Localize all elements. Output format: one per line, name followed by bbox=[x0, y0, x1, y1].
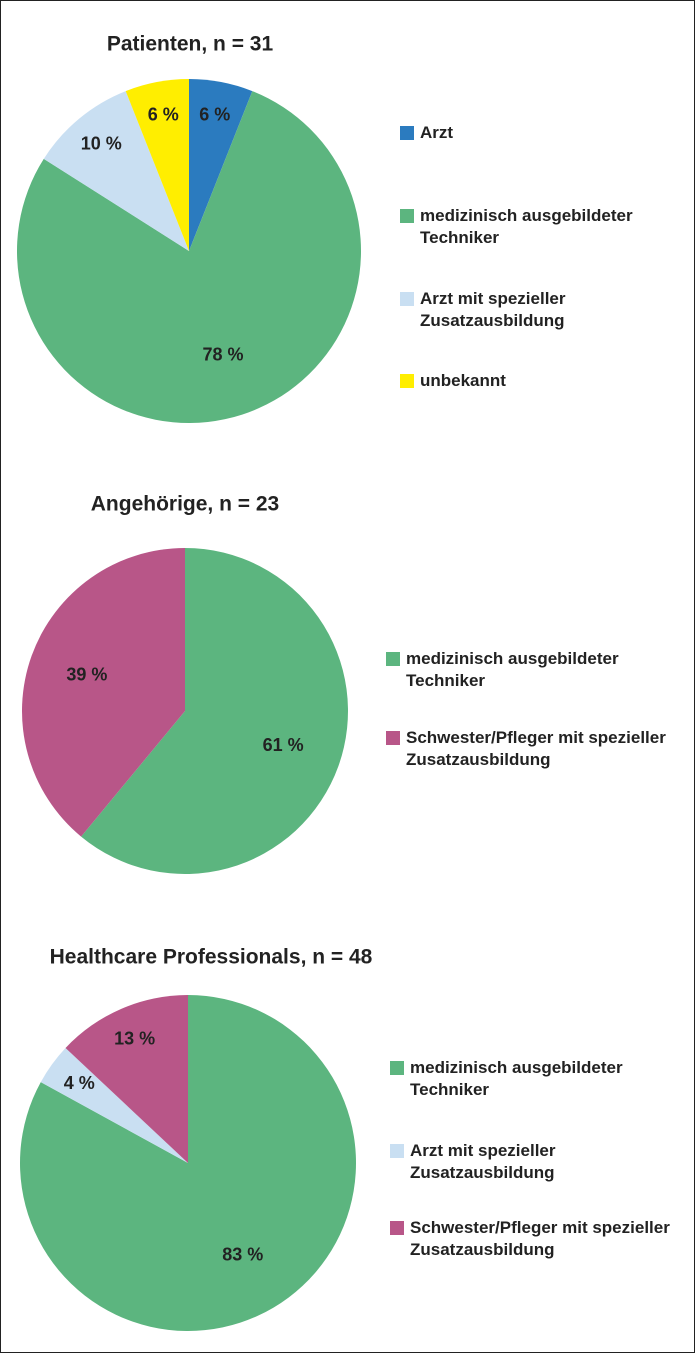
pie-slice bbox=[81, 548, 349, 874]
legend-label: medizinisch ausgebildeter Techniker bbox=[420, 206, 633, 247]
chart-title: Angehörige, n = 23 bbox=[91, 493, 279, 516]
pie-slice bbox=[20, 995, 357, 1331]
pie-slice bbox=[22, 548, 186, 837]
data-label: 78 % bbox=[203, 344, 244, 364]
legend-swatch bbox=[386, 652, 400, 666]
pie-slice bbox=[40, 1047, 188, 1163]
legend-label: Schwester/Pfleger mit spezieller Zusatza… bbox=[410, 1218, 670, 1259]
legend-swatch bbox=[390, 1144, 404, 1158]
legend-swatch bbox=[390, 1221, 404, 1235]
pie-slice bbox=[125, 79, 189, 251]
data-label: 6 % bbox=[148, 105, 179, 125]
chart-title: Patienten, n = 31 bbox=[107, 33, 274, 56]
pie-slice bbox=[17, 91, 361, 424]
legend-swatch bbox=[390, 1061, 404, 1075]
data-label: 83 % bbox=[222, 1244, 263, 1264]
data-label: 61 % bbox=[263, 735, 304, 755]
data-label: 6 % bbox=[199, 105, 230, 125]
legend-label: unbekannt bbox=[420, 371, 506, 390]
pie-slice bbox=[43, 91, 189, 251]
legend-swatch bbox=[400, 374, 414, 388]
data-label: 4 % bbox=[64, 1073, 95, 1093]
legend-label: Schwester/Pfleger mit spezieller Zusatza… bbox=[406, 728, 666, 769]
legend-label: Arzt mit spezieller Zusatzausbildung bbox=[410, 1141, 556, 1182]
legend-swatch bbox=[400, 292, 414, 306]
legend-label: medizinisch ausgebildeter Techniker bbox=[406, 649, 619, 690]
chart-title: Healthcare Professionals, n = 48 bbox=[50, 946, 373, 969]
pie-slice bbox=[189, 79, 253, 251]
legend-label: Arzt mit spezieller Zusatzausbildung bbox=[420, 289, 566, 330]
legend-swatch bbox=[400, 126, 414, 140]
data-label: 10 % bbox=[81, 134, 122, 154]
legend-swatch bbox=[400, 209, 414, 223]
legend-label: medizinisch ausgebildeter Techniker bbox=[410, 1058, 623, 1099]
data-label: 13 % bbox=[114, 1028, 155, 1048]
legend-swatch bbox=[386, 731, 400, 745]
legend-label: Arzt bbox=[420, 123, 454, 142]
data-label: 39 % bbox=[66, 664, 107, 684]
pie-slice bbox=[65, 995, 188, 1163]
